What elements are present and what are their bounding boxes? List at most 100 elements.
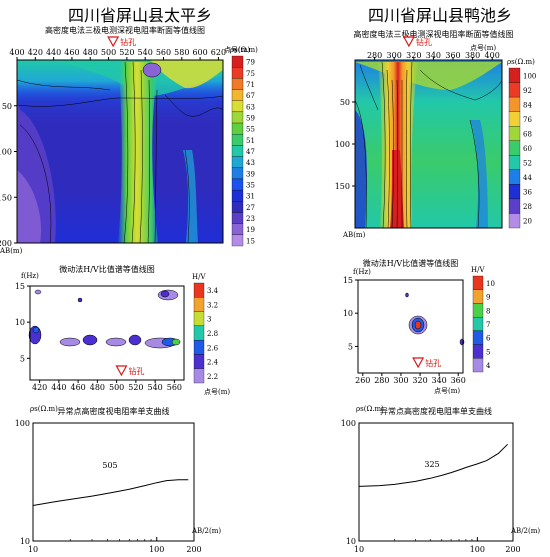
hv-left-field <box>30 286 184 380</box>
res_right-colorbar-label: 92 <box>523 87 532 95</box>
hv_left-colorbar-label: 2.4 <box>207 359 219 367</box>
hv_left-colorbar-swatch <box>193 325 205 341</box>
res_left-colorbar-title: ρs(Ω.m) <box>230 46 258 54</box>
res_left-ytick-label: 100 <box>0 148 12 157</box>
res_right-colorbar-label: 28 <box>523 203 532 211</box>
curve_right-title: 异常点高密度视电阻率单支曲线 <box>380 406 492 416</box>
curve_left-series-line <box>32 479 189 506</box>
res_left-xtick-label: 580 <box>174 48 189 57</box>
res_left-ytick-label: 50 <box>2 102 12 111</box>
hv_left-xtick-label: 440 <box>51 383 66 392</box>
hv_right-xtick-label: 260 <box>355 376 370 385</box>
res_right-colorbar-label: 84 <box>523 101 532 109</box>
hv_right-colorbar-label: 7 <box>486 321 490 329</box>
curve_left-ytick-label: 100 <box>15 419 30 428</box>
hv_right-xtick-label: 340 <box>431 376 446 385</box>
hv_right-colorbar-label: 10 <box>486 280 495 288</box>
curve_left-title: 异常点高密度视电阻率单支曲线 <box>58 406 170 416</box>
hv_left-colorbar-label: 3.4 <box>207 287 219 295</box>
hv_left-colorbar-swatch <box>193 282 205 298</box>
hv_right-drill-label: 钻孔 <box>425 358 441 368</box>
hv_right-colorbar-swatch <box>472 330 484 345</box>
hv_left-xtick-label: 520 <box>128 383 143 392</box>
res_right-y-unit: AB(m) <box>342 231 366 239</box>
res_right-xtick-label: 340 <box>426 51 441 60</box>
curve_right-xtick-label: 10 <box>354 545 364 554</box>
res_left-colorbar-label: 79 <box>246 59 255 67</box>
res_left-xtick-label: 480 <box>83 48 98 57</box>
hv_right-colorbar-label: 6 <box>486 335 491 343</box>
res_right-ytick-label: 150 <box>335 182 350 191</box>
hv_right-x-unit: 点号(m) <box>434 387 460 395</box>
hv_left-ytick-label: 10 <box>15 318 25 327</box>
res-left-panel <box>16 59 224 244</box>
curve_left-xtick-label: 200 <box>186 545 201 554</box>
curve_left-xlabel: AB/2(m) <box>191 527 221 535</box>
hv_right-colorbar-swatch <box>472 358 484 373</box>
hv_left-y-unit: f(Hz) <box>21 272 39 280</box>
res_left-colorbar-swatch <box>231 212 244 224</box>
res_left-colorbar-swatch <box>231 78 244 90</box>
res_left-colorbar-swatch <box>231 89 244 101</box>
curve_right-point-label: 325 <box>424 460 439 469</box>
hv_right-colorbar-swatch <box>472 275 484 290</box>
res_right-colorbar-swatch <box>508 169 521 185</box>
res_left-xtick-label: 400 <box>9 48 24 57</box>
res_left-xtick-label: 540 <box>138 48 153 57</box>
res_left-xtick-label: 620 <box>211 48 226 57</box>
res_right-xtick-label: 300 <box>387 51 402 60</box>
hv_right-y-unit: f(Hz) <box>353 268 371 276</box>
res_left-colorbar-swatch <box>231 156 244 168</box>
res_left-colorbar-swatch <box>231 178 244 191</box>
res_left-colorbar-swatch <box>231 134 244 146</box>
hv_right-colorbar-swatch <box>472 289 484 304</box>
res_left-colorbar-label: 63 <box>246 103 255 111</box>
hv_left-ytick-label: 15 <box>15 282 25 291</box>
curve_right-xtick-label: 100 <box>470 545 485 554</box>
hv_left-xtick-label: 540 <box>147 383 162 392</box>
res_left-colorbar-swatch <box>231 145 244 157</box>
res_right-drill-label: 钻孔 <box>416 37 432 47</box>
hv_right-xtick-label: 280 <box>374 376 389 385</box>
res-left-top-high <box>150 60 223 89</box>
res_left-colorbar-label: 75 <box>246 70 255 78</box>
res_left-colorbar-label: 19 <box>246 226 255 234</box>
res_left-xtick-label: 460 <box>64 48 79 57</box>
hv_right-colorbar-title: H/V <box>471 266 485 274</box>
res_left-colorbar-label: 39 <box>246 170 255 178</box>
res_left-xtick-label: 420 <box>28 48 43 57</box>
res_right-colorbar-label: 76 <box>523 116 532 124</box>
hv-right-frame <box>357 279 464 374</box>
res_right-colorbar-label: 52 <box>523 160 532 168</box>
hv_left-colorbar-swatch <box>193 297 205 312</box>
hv_right-colorbar-swatch <box>472 344 484 359</box>
hv_left-title: 微动法H/V比值谱等值线图 <box>59 264 154 274</box>
curve_right-xlabel: AB/2(m) <box>510 527 540 535</box>
res_right-ytick-label: 100 <box>335 140 350 149</box>
res_left-colorbar-label: 23 <box>246 215 255 223</box>
res-left-low-spot <box>143 63 161 77</box>
res_left-colorbar-swatch <box>231 100 244 113</box>
hv-left-panel <box>28 285 185 381</box>
res-left-purple-zone-2 <box>17 170 41 243</box>
res_left-xtick-label: 500 <box>101 48 116 57</box>
res_left-colorbar-label: 35 <box>246 182 255 190</box>
res_right-colorbar-swatch <box>508 184 521 200</box>
curve_left-ylabel: ρs(Ω.m) <box>30 405 58 413</box>
res_right-colorbar-label: 100 <box>523 72 536 80</box>
hv_left-xtick-label: 500 <box>109 383 124 392</box>
res_left-colorbar-label: 71 <box>246 81 255 89</box>
hv_left-colorbar-swatch <box>193 339 205 355</box>
res_right-colorbar-swatch <box>508 213 521 229</box>
hv_right-colorbar-swatch <box>472 316 484 332</box>
hv_left-xtick-label: 460 <box>70 383 85 392</box>
hv_left-xtick-label: 420 <box>32 383 47 392</box>
res-right-contours <box>354 61 503 229</box>
res_left-ytick-label: 200 <box>0 239 12 248</box>
res_right-xtick-label: 360 <box>445 51 460 60</box>
hv_right-drill-icon <box>412 357 425 369</box>
res_left-xtick-label: 440 <box>46 48 61 57</box>
curve_right-series-line <box>358 443 508 487</box>
curve_right-xtick-label: 200 <box>505 545 520 554</box>
res_left-title: 高密度电法三极电测深视电阻率断面等值线图 <box>45 25 205 35</box>
